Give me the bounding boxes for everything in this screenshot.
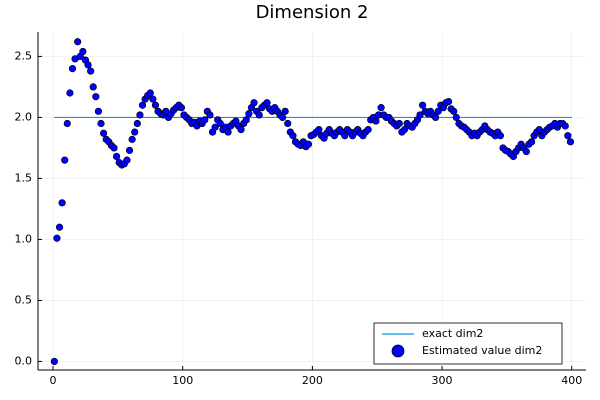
legend-marker (391, 344, 405, 358)
point (237, 126, 245, 134)
point (377, 104, 385, 112)
x-tick-label: 400 (561, 374, 582, 387)
point (561, 122, 569, 130)
point (131, 128, 139, 136)
point (94, 107, 103, 115)
legend-label: Estimated value dim2 (422, 344, 542, 357)
point (315, 126, 323, 134)
point (123, 156, 131, 164)
point (281, 107, 289, 115)
y-tick-label: 1.5 (15, 171, 33, 184)
point (250, 99, 258, 107)
point (74, 38, 82, 46)
point (206, 111, 214, 119)
point (245, 110, 253, 118)
y-tick-label: 0.0 (15, 354, 33, 367)
point (395, 119, 403, 128)
point (450, 107, 458, 115)
point (431, 113, 440, 122)
point (278, 113, 287, 122)
point (66, 89, 74, 97)
y-tick-label: 0.5 (15, 293, 33, 306)
y-tick-label: 1.0 (15, 232, 33, 245)
point (146, 89, 154, 97)
point (452, 113, 460, 122)
point (372, 117, 380, 125)
point (211, 123, 219, 131)
chart-title: Dimension 2 (256, 2, 369, 23)
point (136, 111, 144, 119)
point (566, 138, 575, 146)
point (151, 101, 160, 109)
point (112, 152, 121, 161)
point (92, 93, 100, 101)
point (284, 119, 292, 128)
point (434, 107, 442, 115)
point (133, 119, 141, 128)
point (522, 147, 530, 156)
point (255, 111, 263, 119)
point (527, 138, 536, 146)
point (341, 132, 349, 140)
point (97, 119, 105, 128)
y-tick-label: 2.5 (15, 49, 33, 62)
y-tick-label: 2.0 (15, 110, 33, 123)
point (304, 140, 313, 148)
x-tick-label: 0 (50, 374, 57, 387)
point (242, 116, 250, 124)
point (89, 83, 97, 91)
x-tick-label: 200 (302, 374, 323, 387)
point (50, 357, 58, 366)
point (61, 156, 69, 164)
point (79, 47, 87, 56)
x-tick-label: 300 (432, 374, 453, 387)
point (58, 199, 66, 207)
point (364, 126, 372, 134)
legend-label: exact dim2 (422, 327, 483, 340)
point (444, 97, 453, 106)
point (68, 65, 77, 73)
legend-box (373, 322, 563, 365)
x-tick-label: 100 (172, 374, 193, 387)
point (110, 144, 118, 152)
point (84, 61, 92, 69)
point (128, 135, 136, 143)
point (400, 126, 409, 134)
point (100, 129, 108, 137)
point (419, 101, 427, 109)
point (496, 132, 505, 140)
point (263, 99, 271, 107)
point (53, 234, 61, 242)
point (138, 101, 147, 109)
point (216, 119, 224, 128)
point (125, 146, 134, 154)
point (149, 95, 157, 103)
point (224, 128, 232, 136)
point (201, 116, 209, 124)
point (416, 111, 424, 119)
point (55, 223, 64, 231)
point (289, 132, 297, 140)
point (63, 119, 71, 128)
point (87, 67, 95, 75)
point (564, 132, 572, 140)
point (177, 104, 186, 112)
